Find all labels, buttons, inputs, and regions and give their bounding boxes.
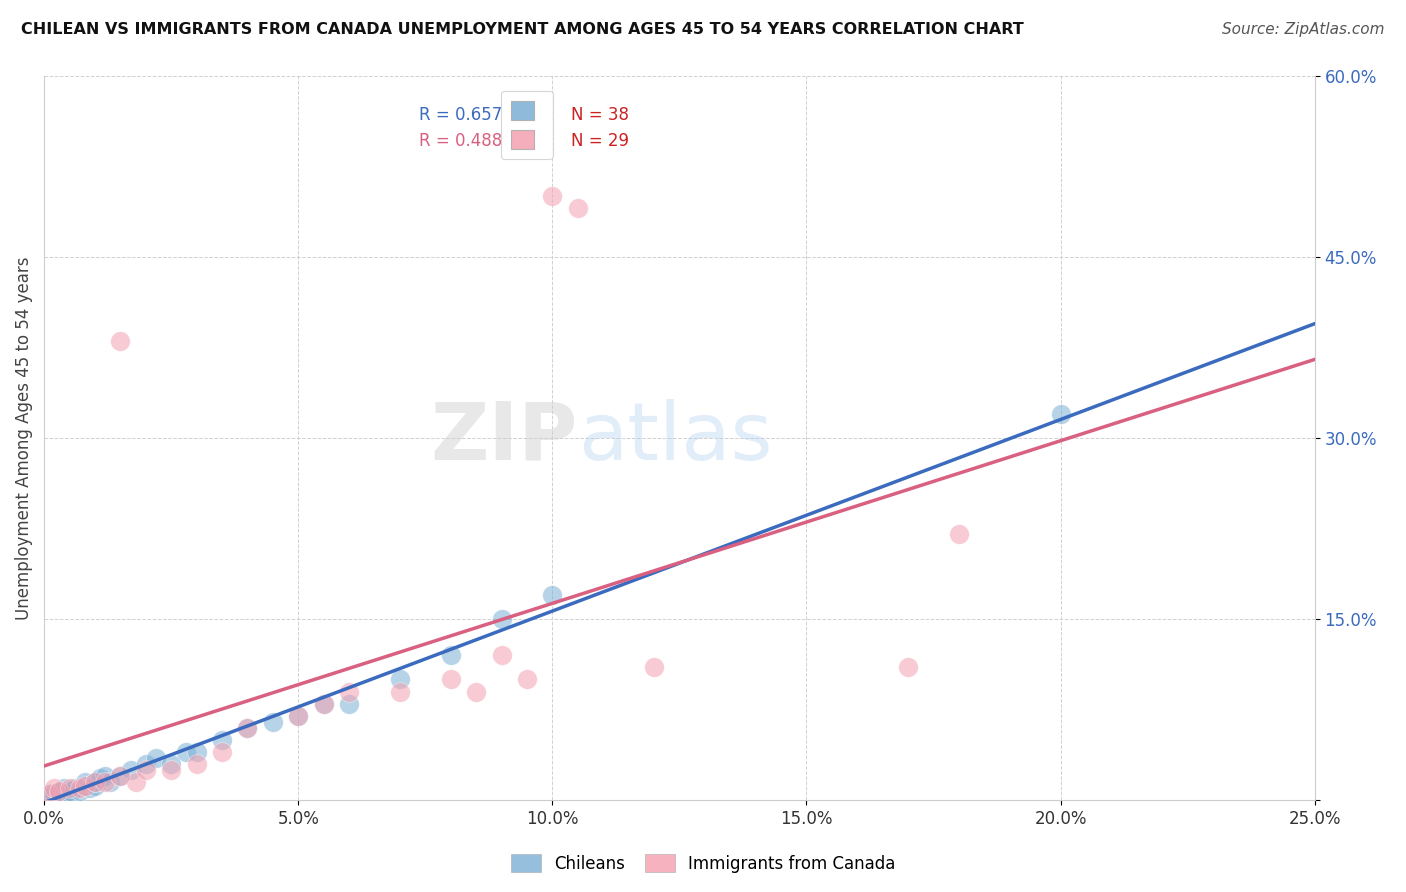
Point bbox=[948, 527, 970, 541]
Point bbox=[176, 745, 198, 759]
Point bbox=[89, 772, 111, 786]
Point bbox=[63, 781, 86, 796]
Y-axis label: Unemployment Among Ages 45 to 54 years: Unemployment Among Ages 45 to 54 years bbox=[15, 256, 32, 620]
Point bbox=[44, 789, 66, 803]
Point bbox=[211, 732, 233, 747]
Point bbox=[38, 787, 60, 801]
Point bbox=[440, 673, 463, 687]
Point bbox=[160, 763, 183, 777]
Point bbox=[73, 779, 96, 793]
Point bbox=[98, 775, 121, 789]
Point bbox=[48, 783, 70, 797]
Point bbox=[110, 334, 132, 349]
Point bbox=[84, 775, 107, 789]
Point bbox=[84, 779, 107, 793]
Point bbox=[160, 756, 183, 771]
Point bbox=[312, 697, 335, 711]
Point bbox=[312, 697, 335, 711]
Legend: , : , bbox=[501, 91, 553, 159]
Point bbox=[643, 660, 665, 674]
Point bbox=[186, 745, 208, 759]
Text: R = 0.488: R = 0.488 bbox=[419, 132, 502, 150]
Point bbox=[110, 769, 132, 783]
Point bbox=[211, 745, 233, 759]
Point bbox=[53, 781, 76, 796]
Point bbox=[145, 751, 167, 765]
Point bbox=[186, 756, 208, 771]
Point bbox=[337, 684, 360, 698]
Point bbox=[541, 189, 564, 203]
Point bbox=[69, 783, 91, 797]
Point bbox=[124, 775, 146, 789]
Point bbox=[73, 775, 96, 789]
Point bbox=[135, 763, 157, 777]
Point bbox=[79, 781, 101, 796]
Text: N = 38: N = 38 bbox=[571, 106, 630, 124]
Point bbox=[236, 721, 259, 735]
Point bbox=[58, 781, 80, 796]
Point bbox=[541, 588, 564, 602]
Point bbox=[287, 708, 309, 723]
Point bbox=[38, 789, 60, 804]
Text: Source: ZipAtlas.com: Source: ZipAtlas.com bbox=[1222, 22, 1385, 37]
Point bbox=[262, 714, 284, 729]
Text: atlas: atlas bbox=[578, 399, 772, 477]
Text: N = 29: N = 29 bbox=[571, 132, 630, 150]
Point bbox=[53, 787, 76, 801]
Point bbox=[491, 612, 513, 626]
Point bbox=[516, 673, 538, 687]
Point bbox=[567, 202, 589, 216]
Point bbox=[465, 684, 488, 698]
Text: ZIP: ZIP bbox=[430, 399, 578, 477]
Point bbox=[897, 660, 920, 674]
Point bbox=[48, 787, 70, 801]
Point bbox=[94, 769, 117, 783]
Legend: Chileans, Immigrants from Canada: Chileans, Immigrants from Canada bbox=[503, 847, 903, 880]
Point bbox=[491, 648, 513, 663]
Point bbox=[440, 648, 463, 663]
Point bbox=[337, 697, 360, 711]
Point bbox=[236, 721, 259, 735]
Point bbox=[48, 785, 70, 799]
Point bbox=[38, 787, 60, 801]
Point bbox=[120, 763, 142, 777]
Point bbox=[135, 756, 157, 771]
Point bbox=[58, 783, 80, 797]
Point bbox=[110, 769, 132, 783]
Point bbox=[44, 781, 66, 796]
Point bbox=[388, 673, 411, 687]
Point bbox=[58, 787, 80, 801]
Point bbox=[84, 775, 107, 789]
Point bbox=[69, 781, 91, 796]
Point bbox=[287, 708, 309, 723]
Text: CHILEAN VS IMMIGRANTS FROM CANADA UNEMPLOYMENT AMONG AGES 45 TO 54 YEARS CORRELA: CHILEAN VS IMMIGRANTS FROM CANADA UNEMPL… bbox=[21, 22, 1024, 37]
Point bbox=[73, 779, 96, 793]
Point bbox=[388, 684, 411, 698]
Point bbox=[1049, 407, 1071, 421]
Text: R = 0.657: R = 0.657 bbox=[419, 106, 502, 124]
Point bbox=[94, 775, 117, 789]
Point bbox=[44, 786, 66, 800]
